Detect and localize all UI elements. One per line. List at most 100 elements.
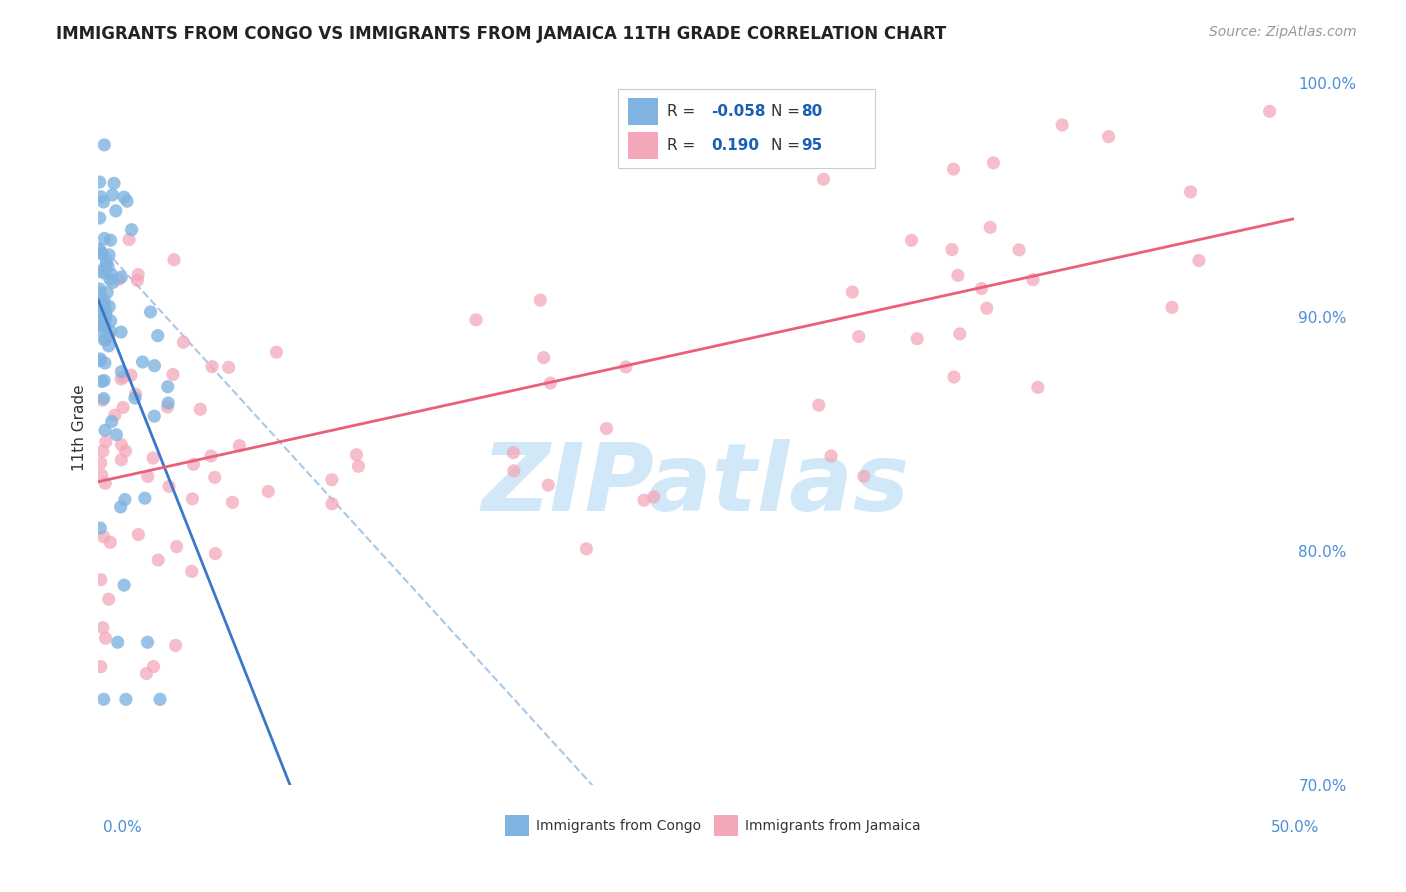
Text: 95: 95 [801,138,823,153]
Point [142,659,165,673]
Point [1050,118,1073,132]
Point [112,370,135,384]
Point [134,491,156,505]
Point [89,285,111,300]
Point [180,565,202,579]
Point [93,392,115,406]
Point [107,635,129,649]
Point [321,497,343,511]
Point [100,267,122,281]
Point [537,478,560,492]
Point [115,194,138,209]
Point [172,335,194,350]
FancyBboxPatch shape [619,89,876,168]
Point [93,293,115,308]
Point [163,252,186,267]
Point [90,190,112,204]
Point [181,491,204,506]
Point [983,156,1005,170]
Point [595,421,617,435]
Point [218,360,240,375]
Point [94,356,117,370]
Point [94,476,117,491]
Point [91,621,114,635]
Point [91,318,114,333]
Point [941,243,963,257]
Point [94,307,117,321]
Point [1258,104,1281,119]
Point [183,457,205,471]
Point [105,427,128,442]
Point [110,500,132,514]
Point [104,203,127,218]
Point [97,592,120,607]
Point [157,396,180,410]
Point [841,285,863,299]
Text: R =: R = [668,103,700,119]
Point [97,260,120,274]
Point [91,298,114,312]
Point [1026,380,1049,394]
Point [104,408,127,422]
Point [101,188,124,202]
Point [108,272,131,286]
Text: Immigrants from Congo: Immigrants from Congo [536,819,702,832]
Point [900,233,922,247]
Point [89,175,111,189]
Point [90,375,112,389]
Point [136,635,159,649]
Text: 80: 80 [801,103,823,119]
Point [94,306,117,320]
Point [121,223,143,237]
Point [124,387,146,401]
Point [347,459,370,474]
Point [1022,273,1045,287]
Point [94,434,117,449]
Point [201,359,224,374]
Point [91,306,114,320]
Point [114,444,136,458]
Point [89,521,111,535]
Point [976,301,998,316]
Point [100,415,122,429]
Point [257,484,280,499]
Point [93,137,115,152]
Point [149,692,172,706]
Point [90,456,112,470]
Point [110,437,132,451]
Point [94,258,117,272]
Point [98,535,121,549]
Point [942,162,965,177]
Point [98,300,121,314]
Point [807,398,830,412]
Point [614,359,637,374]
Point [93,333,115,347]
Point [91,393,114,408]
Point [120,368,142,383]
Point [112,401,135,415]
Point [157,479,180,493]
Point [93,692,115,706]
Point [148,553,170,567]
Point [643,490,665,504]
Point [98,324,121,338]
Point [1188,253,1211,268]
Point [139,305,162,319]
Text: -0.058: -0.058 [711,103,766,119]
Point [465,313,488,327]
Point [89,282,111,296]
Point [533,351,555,365]
Point [970,281,993,295]
Y-axis label: 11th Grade: 11th Grade [72,384,87,472]
Point [943,370,966,384]
Point [502,464,524,478]
Point [91,296,114,310]
Point [93,374,115,388]
Point [538,376,561,390]
Point [813,172,835,186]
Point [94,631,117,645]
Point [101,276,124,290]
Point [142,451,165,466]
Text: N =: N = [772,138,800,153]
Point [98,248,121,262]
